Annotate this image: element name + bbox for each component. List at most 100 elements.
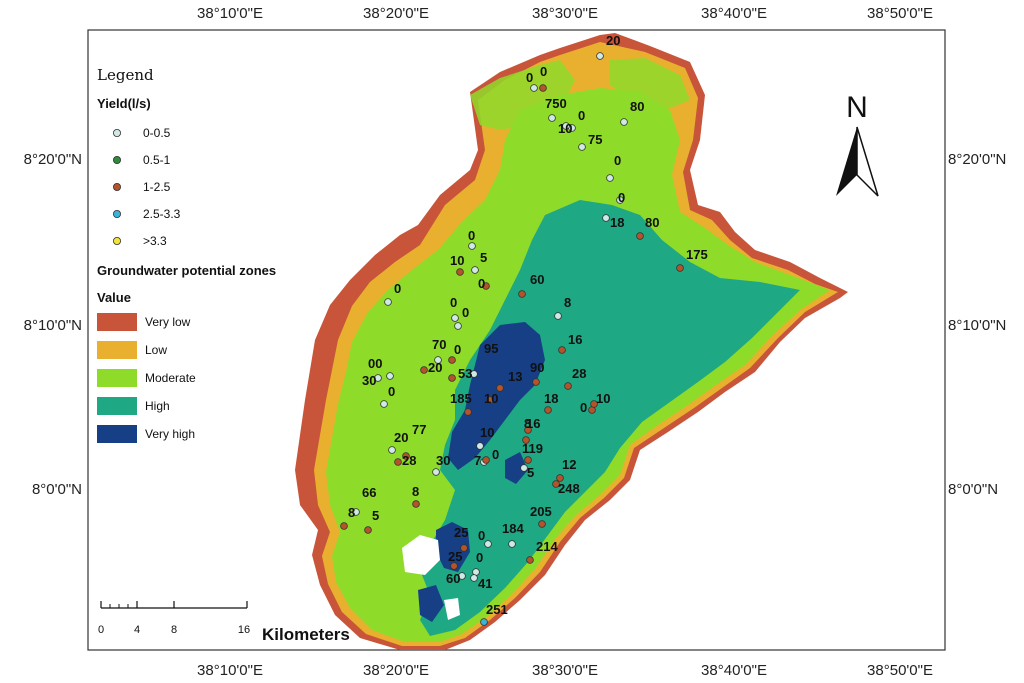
legend-yield-label: 0.5-1 — [143, 153, 171, 167]
well-yield-label: 18 — [610, 215, 624, 230]
well-yield-label: 185 — [450, 391, 472, 406]
legend-zone-swatch — [97, 425, 137, 443]
legend-zone-swatch — [97, 341, 137, 359]
well-point — [496, 384, 504, 392]
legend-yield-symbol — [113, 155, 122, 164]
lon-label-top: 38°30'0"E — [532, 5, 598, 22]
well-yield-label: 0 — [388, 384, 395, 399]
legend-yield-label: >3.3 — [143, 234, 167, 248]
well-point — [544, 406, 552, 414]
well-point — [548, 114, 556, 122]
longitude-labels-top: 38°10'0"E 38°20'0"E 38°30'0"E 38°40'0"E … — [197, 5, 933, 22]
well-point — [522, 436, 530, 444]
well-yield-label: 90 — [530, 360, 544, 375]
well-yield-label: 60 — [446, 571, 460, 586]
well-yield-label: 77 — [412, 422, 426, 437]
well-point — [616, 196, 624, 204]
well-point — [482, 282, 490, 290]
lon-label-bottom: 38°10'0"E — [197, 662, 263, 679]
north-arrow-icon — [836, 127, 857, 196]
well-point — [520, 464, 528, 472]
lon-label-top: 38°50'0"E — [867, 5, 933, 22]
well-point — [456, 268, 464, 276]
lat-label-left: 8°10'0"N — [24, 317, 82, 334]
well-point — [538, 520, 546, 528]
well-yield-label: 7 — [474, 453, 481, 468]
zone-very-high-4 — [505, 452, 528, 484]
well-point — [380, 400, 388, 408]
lon-label-top: 38°40'0"E — [701, 5, 767, 22]
lat-label-left: 8°0'0"N — [32, 481, 82, 498]
well-yield-label: 8 — [564, 295, 571, 310]
legend-yield-label: 0-0.5 — [143, 126, 171, 140]
well-yield-label: 0 — [526, 70, 533, 85]
well-point — [402, 452, 410, 460]
well-yield-label: 60 — [530, 272, 544, 287]
well-point — [518, 290, 526, 298]
well-point — [524, 426, 532, 434]
well-yield-label: 20 — [606, 33, 620, 48]
well-point — [448, 374, 456, 382]
well-yield-label: 75 — [588, 132, 602, 147]
well-yield-label: 30 — [436, 453, 450, 468]
well-point — [526, 556, 534, 564]
well-point — [460, 544, 468, 552]
legend-yield-item: >3.3 — [113, 234, 167, 248]
scale-tick-label: 8 — [171, 624, 177, 636]
legend-yield-label: 1-2.5 — [143, 180, 171, 194]
zone-moderate-north — [470, 60, 575, 130]
well-point — [554, 312, 562, 320]
zone-moderate-north-east — [610, 58, 690, 110]
legend-zone-swatch — [97, 369, 137, 387]
north-label: N — [846, 91, 868, 124]
well-yield-label: 10 — [558, 121, 572, 136]
legend-yield-symbol — [113, 182, 122, 191]
well-point — [556, 474, 564, 482]
well-yield-label: 119 — [522, 441, 543, 456]
well-yield-label: 0 — [468, 228, 475, 243]
lat-label-right: 8°10'0"N — [948, 317, 1006, 334]
well-point — [482, 456, 490, 464]
yield-heading: Yield(l/s) — [97, 96, 151, 111]
well-yield-label: 175 — [686, 247, 708, 262]
well-yield-label: 0 — [580, 400, 587, 415]
well-point — [340, 522, 348, 530]
legend-yield-item: 0-0.5 — [113, 126, 171, 140]
scale-bar: 0 4 8 16 Kilometers — [98, 601, 350, 644]
lat-label-right: 8°0'0"N — [948, 481, 998, 498]
latitude-labels-left: 8°20'0"N 8°10'0"N 8°0'0"N — [24, 151, 82, 498]
well-yield-label: 20 — [394, 430, 408, 445]
nodata-hole-1 — [402, 535, 440, 575]
zone-very-high-1 — [448, 322, 545, 470]
legend-zone-label: Very high — [145, 427, 195, 441]
well-yield-label: 0 — [450, 295, 457, 310]
well-yield-label: 5 — [372, 508, 379, 523]
well-yield-label: 80 — [630, 99, 644, 114]
well-point — [470, 574, 478, 582]
well-yield-label: 0 — [578, 108, 585, 123]
well-point — [464, 408, 472, 416]
well-point — [484, 540, 492, 548]
well-point — [480, 618, 488, 626]
well-point — [388, 446, 396, 454]
legend-zone-label: Very low — [145, 315, 191, 329]
well-yield-label: 18 — [544, 391, 558, 406]
zone-very-high-3 — [418, 585, 444, 622]
scale-unit-label: Kilometers — [262, 625, 350, 644]
well-point — [458, 572, 466, 580]
legend-yield-symbol — [113, 236, 122, 245]
scale-tick-label: 0 — [98, 624, 104, 636]
well-yield-label: 251 — [486, 602, 508, 617]
lon-label-bottom: 38°30'0"E — [532, 662, 598, 679]
well-yield-label: 0 — [478, 528, 485, 543]
well-yield-label: 13 — [508, 369, 522, 384]
legend-zone-swatch — [97, 313, 137, 331]
legend: Legend Yield(l/s) 0-0.5 0.5-1 1-2.5 2.5-… — [97, 66, 276, 443]
well-point — [530, 84, 538, 92]
well-point — [468, 242, 476, 250]
well-yield-label: 10 — [480, 425, 494, 440]
well-point — [374, 374, 382, 382]
well-yield-label: 30 — [362, 373, 376, 388]
